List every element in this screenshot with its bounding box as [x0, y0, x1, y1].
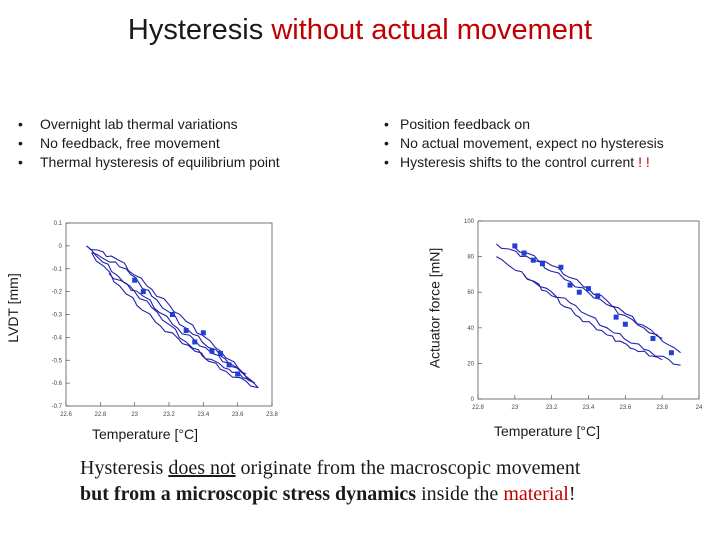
data-point — [183, 328, 189, 334]
data-point — [169, 312, 175, 317]
data-point — [613, 314, 619, 320]
right-bullet-list: Position feedback on No actual movement,… — [384, 115, 719, 172]
data-point — [595, 293, 601, 299]
series-line — [91, 252, 256, 384]
series-line — [86, 245, 259, 389]
x-tick-label: 23.8 — [656, 405, 668, 411]
y-tick-label: 0.1 — [54, 221, 63, 227]
x-tick-label: 22.8 — [472, 405, 484, 411]
y-tick-label: -0.5 — [52, 358, 63, 364]
data-point — [218, 350, 223, 356]
lvdt-vs-temperature-chart: 22.6 22.8 23 23.2 23.4 23.6 23.8 0.1 0 -0.1 -0.2 -0… — [52, 221, 278, 418]
data-point — [539, 261, 545, 267]
right-bullet-emphasis: ! ! — [634, 154, 650, 170]
y-tick-label: -0.7 — [52, 404, 63, 410]
x-tick-label: 23.2 — [546, 405, 558, 411]
data-point — [209, 348, 215, 354]
series-line — [91, 252, 256, 384]
force-vs-temperature-chart: 22.8 23 23.2 23.4 23.6 23.8 24 100 80 60 40 20 0 — [464, 219, 703, 411]
series-line — [496, 243, 681, 354]
y-tick-label: 40 — [467, 326, 474, 332]
left-bullet-item: Thermal hysteresis of equilibrium point — [18, 153, 288, 172]
data-point — [512, 243, 518, 249]
conclusion-part: ! — [568, 483, 576, 505]
left-x-axis-label: Temperature [°C] — [92, 426, 198, 442]
conclusion-part: Hysteresis — [80, 457, 169, 479]
y-tick-label: 100 — [464, 219, 475, 225]
left-bullet-item: No feedback, free movement — [18, 134, 288, 153]
data-point — [567, 282, 573, 288]
data-point — [140, 289, 146, 295]
right-bullet-text: Hysteresis shifts to the control current — [400, 154, 635, 170]
data-point — [650, 335, 656, 341]
right-bullet-item: Position feedback on — [384, 115, 719, 134]
data-point — [226, 362, 232, 368]
y-tick-label: -0.2 — [52, 290, 63, 296]
left-y-axis-label: LVDT [mm] — [4, 273, 21, 343]
y-tick-label: -0.4 — [52, 335, 63, 341]
data-point — [192, 339, 198, 345]
data-point — [521, 250, 527, 256]
right-bullet-item: Hysteresis shifts to the control current… — [384, 153, 719, 172]
data-point — [235, 371, 241, 377]
x-tick-label: 23 — [131, 412, 138, 418]
data-point — [668, 350, 674, 356]
data-point — [132, 277, 138, 283]
x-tick-label: 23.4 — [197, 412, 209, 418]
conclusion-text: Hysteresis does not originate from the m… — [80, 455, 710, 507]
y-tick-label: 80 — [467, 255, 474, 261]
right-bullet-item: No actual movement, expect no hysteresis — [384, 134, 719, 153]
left-bullet-list: Overnight lab thermal variations No feed… — [18, 115, 288, 172]
y-tick-label: -0.6 — [52, 381, 63, 387]
x-tick-label: 22.8 — [94, 412, 106, 418]
data-point — [586, 286, 591, 292]
y-tick-label: -0.1 — [52, 267, 63, 273]
series-line — [496, 256, 681, 366]
conclusion-highlight: material — [503, 483, 569, 505]
series-line — [523, 274, 663, 361]
x-tick-label: 23.6 — [619, 405, 631, 411]
y-tick-label: 0 — [59, 244, 63, 250]
x-tick-label: 24 — [696, 405, 703, 411]
y-tick-label: 20 — [467, 361, 474, 367]
data-point — [622, 321, 628, 327]
x-tick-label: 23.8 — [266, 412, 278, 418]
series-line — [108, 272, 247, 375]
y-tick-label: 0 — [471, 397, 475, 403]
conclusion-bold: but from a microscopic stress dynamics — [80, 483, 417, 505]
conclusion-underlined: does not — [168, 457, 236, 479]
x-tick-label: 23.4 — [583, 405, 595, 411]
series-line — [86, 245, 259, 389]
conclusion-part: inside the — [416, 483, 504, 505]
plot-frame — [477, 220, 700, 400]
data-point — [530, 257, 536, 263]
x-tick-label: 23.2 — [163, 412, 175, 418]
data-point — [200, 330, 206, 336]
title-part-1: Hysteresis — [127, 14, 272, 46]
data-point — [558, 264, 564, 270]
left-bullet-item: Overnight lab thermal variations — [18, 115, 288, 134]
slide-title: Hysteresis without actual movement — [0, 14, 720, 47]
data-point — [576, 289, 582, 295]
right-y-axis-label: Actuator force [mN] — [426, 247, 443, 369]
right-x-axis-label: Temperature [°C] — [494, 423, 600, 439]
x-tick-label: 23.6 — [232, 412, 244, 418]
title-part-2: without actual movement — [271, 14, 593, 46]
y-tick-label: -0.3 — [52, 313, 63, 319]
x-tick-label: 23 — [511, 405, 518, 411]
x-tick-label: 22.6 — [60, 412, 72, 418]
conclusion-part: originate from the macroscopic movement — [235, 457, 581, 479]
y-tick-label: 60 — [467, 290, 474, 296]
